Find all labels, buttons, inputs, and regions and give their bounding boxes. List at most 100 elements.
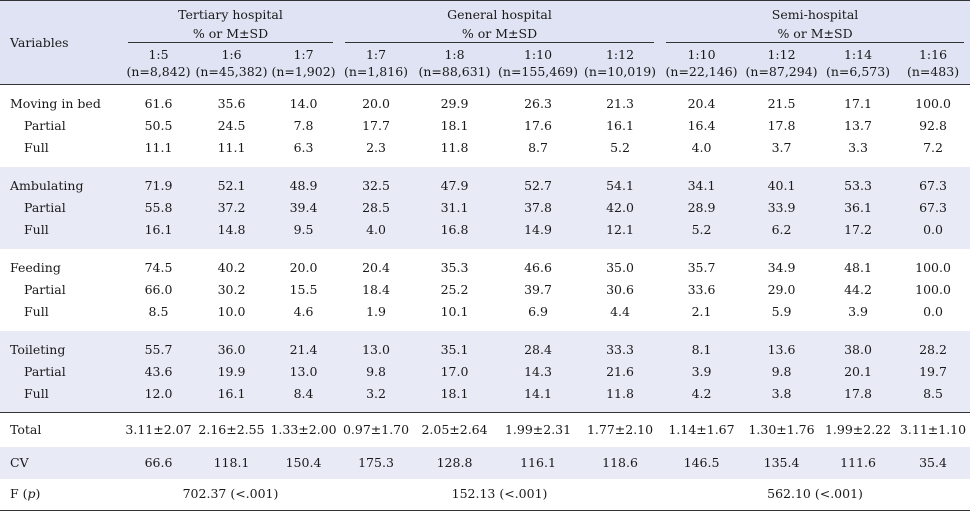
value-cell: 44.2 — [844, 281, 872, 297]
f-test-value: 562.10 (<.001) — [767, 486, 863, 502]
value-cell: 11.8 — [440, 139, 469, 155]
value-cell: 6.3 — [293, 139, 314, 155]
value-cell: 36.1 — [844, 199, 872, 215]
sample-size: (n=1,816) — [343, 64, 409, 79]
value-cell: 3.3 — [848, 139, 868, 155]
value-cell: 4.0 — [691, 139, 712, 155]
value-cell: 3.7 — [771, 139, 792, 155]
f-label-suffix: ) — [35, 486, 41, 502]
sub-variable-label: Partial — [24, 363, 66, 379]
value-cell: 35.1 — [440, 341, 469, 357]
value-cell: 0.0 — [923, 303, 943, 319]
value-cell: 55.7 — [144, 341, 173, 357]
cv-value: 146.5 — [683, 454, 720, 470]
cv-value: 35.4 — [919, 454, 947, 470]
table-row: Full 12.0 16.1 8.4 3.2 18.1 14.1 11.8 4.2 3.8 17.8… — [0, 382, 970, 413]
value-cell: 61.6 — [144, 95, 173, 111]
sample-size: (n=1,902) — [271, 64, 336, 79]
variable-label: Feeding — [10, 259, 61, 275]
total-value: 3.11±1.10 — [899, 421, 967, 437]
sub-variable-label: Partial — [24, 117, 66, 133]
value-cell: 53.3 — [844, 177, 872, 193]
sample-size: (n=45,382) — [195, 64, 268, 79]
value-cell: 5.2 — [610, 139, 630, 155]
value-cell: 29.9 — [440, 95, 469, 111]
variable-label: Moving in bed — [10, 95, 101, 111]
f-test-label: F (p) — [0, 479, 122, 511]
group-name: General hospital — [447, 7, 552, 22]
value-cell: 71.9 — [144, 177, 173, 193]
ratio-label: 1:10 — [687, 47, 716, 62]
value-cell: 19.9 — [217, 363, 246, 379]
value-cell: 10.1 — [440, 303, 469, 319]
group-subtitle: % or M±SD — [192, 26, 269, 41]
value-cell: 17.8 — [844, 385, 872, 401]
total-value: 1.14±1.67 — [668, 421, 735, 437]
cv-row: CV 66.6 118.1 150.4 175.3 128.8 116.1 118.6 146.… — [0, 446, 970, 479]
table-body: Moving in bed 61.6 35.6 14.0 20.0 29.9 26.3 21.… — [0, 85, 970, 511]
total-value: 0.97±1.70 — [342, 421, 410, 437]
cv-value: 118.1 — [213, 454, 250, 470]
value-cell: 25.2 — [440, 281, 469, 297]
sub-variable-label: Full — [24, 139, 49, 155]
value-cell: 92.8 — [919, 117, 947, 133]
table-row: Partial 50.5 24.5 7.8 17.7 18.1 17.6 16.1 16.4 17… — [0, 115, 970, 137]
value-cell: 3.2 — [366, 385, 386, 401]
value-cell: 66.0 — [144, 281, 173, 297]
value-cell: 2.1 — [691, 303, 712, 319]
value-cell: 8.1 — [691, 341, 712, 357]
value-cell: 8.5 — [923, 385, 943, 401]
f-test-value: 152.13 (<.001) — [451, 486, 548, 502]
value-cell: 16.4 — [687, 117, 716, 133]
value-cell: 14.8 — [217, 221, 246, 237]
value-cell: 48.1 — [844, 259, 872, 275]
value-cell: 29.0 — [767, 281, 796, 297]
value-cell: 13.0 — [289, 363, 318, 379]
value-cell: 8.4 — [293, 385, 314, 401]
header-group-row: Variables Tertiary hospital % or M±SD Ge… — [0, 0, 970, 50]
cv-value: 118.6 — [602, 454, 638, 470]
group-header-semi: Semi-hospital % or M±SD — [660, 1, 970, 44]
value-cell: 1.9 — [366, 303, 386, 319]
total-value: 1.30±1.76 — [748, 421, 815, 437]
value-cell: 21.4 — [289, 341, 318, 357]
value-cell: 35.6 — [217, 95, 246, 111]
value-cell: 8.5 — [148, 303, 169, 319]
sample-size: (n=8,842) — [126, 64, 191, 79]
value-cell: 17.8 — [767, 117, 796, 133]
value-cell: 37.2 — [217, 199, 246, 215]
sample-size: (n=22,146) — [665, 64, 738, 79]
f-test-value: 702.37 (<.001) — [182, 486, 279, 502]
value-cell: 40.2 — [217, 259, 246, 275]
sub-variable-label: Partial — [24, 199, 66, 215]
variables-header: Variables — [10, 35, 69, 50]
ratio-row: 1:5 1:6 1:7 1:7 1:8 1:10 1:12 1:10 1:12 … — [0, 43, 970, 63]
value-cell: 32.5 — [362, 177, 390, 193]
value-cell: 18.4 — [362, 281, 390, 297]
total-value: 1.99±2.31 — [504, 421, 572, 437]
value-cell: 24.5 — [217, 117, 246, 133]
value-cell: 67.3 — [919, 177, 947, 193]
sample-size: (n=6,573) — [826, 64, 891, 79]
value-cell: 38.0 — [844, 341, 872, 357]
value-cell: 9.8 — [771, 363, 792, 379]
value-cell: 6.9 — [528, 303, 548, 319]
cv-value: 135.4 — [763, 454, 800, 470]
value-cell: 31.1 — [440, 199, 469, 215]
group-name: Semi-hospital — [771, 7, 859, 22]
value-cell: 20.1 — [844, 363, 872, 379]
value-cell: 11.8 — [606, 385, 634, 401]
cv-value: 150.4 — [285, 454, 322, 470]
ratio-label: 1:7 — [293, 47, 314, 62]
value-cell: 28.4 — [524, 341, 552, 357]
total-label: Total — [10, 421, 42, 437]
sub-variable-label: Partial — [24, 281, 66, 297]
value-cell: 30.2 — [217, 281, 246, 297]
value-cell: 16.8 — [440, 221, 469, 237]
total-value: 1.77±2.10 — [586, 421, 654, 437]
value-cell: 0.0 — [923, 221, 943, 237]
value-cell: 39.4 — [289, 199, 318, 215]
value-cell: 48.9 — [289, 177, 318, 193]
ratio-label: 1:12 — [767, 47, 796, 62]
value-cell: 36.0 — [217, 341, 246, 357]
